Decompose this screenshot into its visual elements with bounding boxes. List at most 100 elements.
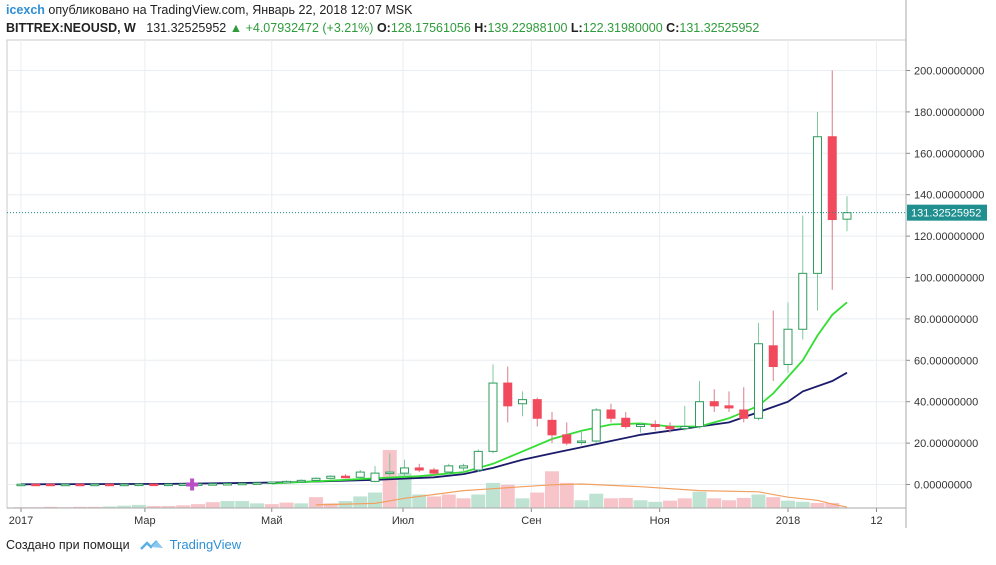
plot-area <box>6 39 907 509</box>
candle-body <box>621 417 631 428</box>
volume-bar <box>146 506 161 508</box>
candle-body <box>75 483 85 487</box>
price-chart[interactable]: 0.00000000 20.00000000 40.00000000 60.00000… <box>0 0 996 530</box>
volume-bar <box>427 496 441 508</box>
candle <box>636 422 645 433</box>
volume-bar <box>250 503 264 508</box>
candle <box>473 449 483 473</box>
candle-body <box>636 423 645 428</box>
tradingview-logo-icon <box>139 539 163 550</box>
y-tick-label: 20.00000000 <box>914 438 978 450</box>
tradingview-brand-link[interactable]: TradingView <box>169 537 242 552</box>
candle <box>311 477 321 481</box>
candle-body <box>488 382 498 452</box>
chart-grid <box>6 39 907 509</box>
candle <box>149 483 159 487</box>
candle-body <box>16 483 26 487</box>
candle-body <box>208 483 218 486</box>
volume-bar <box>663 500 677 508</box>
candle <box>798 215 808 340</box>
candle <box>444 463 454 475</box>
candle-body <box>532 399 542 419</box>
volume-bar <box>441 494 456 508</box>
candle-body <box>282 480 291 484</box>
candle-body <box>414 467 424 471</box>
candle-body <box>355 471 365 478</box>
price-change: +4.07932472 (+3.21%) <box>245 21 374 35</box>
x-tick-label: Сен <box>521 515 541 527</box>
volume-bar <box>781 500 795 508</box>
candle <box>459 463 468 473</box>
candle <box>680 405 690 431</box>
x-tick-label: Май <box>261 515 283 527</box>
candle <box>429 467 439 476</box>
volume-bar <box>73 506 87 508</box>
chart-header-publication: icexch опубликовано на TradingView.com, … <box>6 3 412 17</box>
volume-bar <box>309 497 323 508</box>
volume-bar <box>766 497 781 508</box>
volume-bar <box>545 471 559 508</box>
candle-body <box>326 475 336 479</box>
candle-body <box>709 401 719 407</box>
candle <box>562 422 572 446</box>
candle <box>90 483 100 487</box>
candle <box>768 310 778 381</box>
volume-bar <box>191 504 205 508</box>
volume-bar <box>648 501 663 508</box>
candle <box>606 403 616 423</box>
candle-body <box>237 482 247 486</box>
volume-bar <box>279 502 294 508</box>
candle <box>296 479 306 483</box>
candle-body <box>459 465 468 469</box>
candle-body <box>267 481 277 485</box>
volume-bar <box>810 502 825 508</box>
volume-bar <box>43 506 58 508</box>
candle <box>518 391 527 417</box>
event-marker-icon-v <box>190 478 195 491</box>
volume-bar <box>530 492 545 508</box>
candle <box>282 480 291 484</box>
volume-bar <box>486 482 500 508</box>
candle <box>754 323 763 421</box>
x-tick-label: 2018 <box>776 515 800 527</box>
y-tick-label: 60.00000000 <box>914 355 978 367</box>
candle <box>532 397 542 427</box>
volume-bar <box>618 497 633 508</box>
volume-bar <box>722 500 736 508</box>
candle-body <box>134 483 144 487</box>
volume-bar <box>633 500 648 508</box>
x-tick-label: Ноя <box>650 515 670 527</box>
candle <box>414 463 424 473</box>
last-price: 131.32525952 <box>146 21 227 35</box>
candle <box>827 70 837 290</box>
volume-bar <box>736 497 751 508</box>
candle-body <box>695 401 704 428</box>
candle <box>46 483 55 487</box>
candle <box>385 453 395 477</box>
volume-bar <box>87 506 102 508</box>
candle-body <box>178 483 188 486</box>
volume-bar <box>368 492 382 508</box>
candle <box>739 387 749 423</box>
candle-body <box>680 426 690 430</box>
chart-axes: 0.00000000 20.00000000 40.00000000 60.00000… <box>7 0 987 528</box>
y-tick-label: 200.00000000 <box>914 66 984 78</box>
candle-body <box>503 382 513 407</box>
close-value: 131.32525952 <box>679 21 760 35</box>
volume-bar <box>294 503 309 508</box>
candle <box>665 422 675 433</box>
volume-ma-line <box>315 483 848 508</box>
candle <box>813 111 822 311</box>
volume-bar <box>604 498 618 508</box>
volume-bar <box>825 502 840 508</box>
y-tick-label: 160.00000000 <box>914 148 984 160</box>
volume-bar <box>692 491 707 508</box>
candle <box>267 481 277 485</box>
candle-body <box>798 272 808 330</box>
candle <box>164 483 173 487</box>
candle-body <box>562 434 572 444</box>
candle-body <box>296 479 306 483</box>
candle <box>119 483 129 487</box>
author-name[interactable]: icexch <box>6 3 45 17</box>
volume-bar <box>574 500 589 508</box>
